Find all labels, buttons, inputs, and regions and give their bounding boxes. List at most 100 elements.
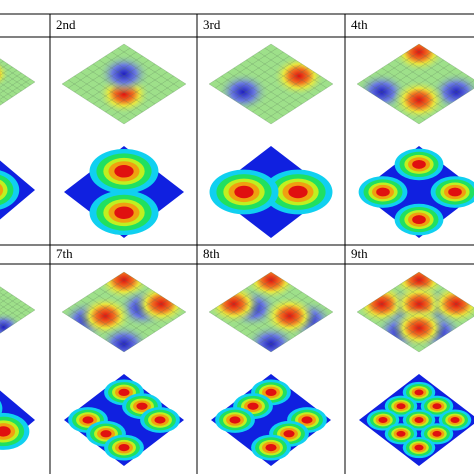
mesh-plot	[61, 43, 187, 125]
contour-plot	[359, 374, 474, 466]
mesh-line	[394, 67, 457, 109]
contour-plot	[0, 160, 35, 220]
mesh-line	[80, 299, 143, 341]
mesh-plot	[0, 286, 36, 340]
mesh-line	[68, 307, 131, 349]
contour-plot	[211, 374, 331, 466]
mesh-line	[239, 291, 303, 333]
mesh-line	[418, 316, 474, 353]
contour-band	[136, 402, 148, 410]
mesh-line	[117, 307, 180, 349]
contour-band	[114, 165, 134, 178]
mesh-line	[111, 303, 174, 345]
mesh-line	[0, 306, 31, 328]
contour-band	[414, 444, 424, 451]
mesh-line	[0, 76, 22, 92]
mesh-line	[105, 299, 168, 341]
mesh-line	[92, 63, 156, 105]
mesh-line	[270, 83, 334, 125]
contour-band	[396, 403, 406, 410]
mesh-line	[123, 83, 187, 125]
column-header: 8th	[203, 246, 220, 261]
column-header: 4th	[351, 17, 368, 32]
mesh-line	[0, 81, 36, 106]
mesh-plot	[208, 43, 334, 125]
mesh-line	[252, 299, 315, 341]
mesh-line	[0, 316, 13, 326]
mesh-line	[356, 83, 420, 125]
contour-band	[412, 215, 426, 225]
mesh-line	[0, 303, 27, 322]
mesh-line	[221, 303, 284, 345]
mesh-line	[363, 79, 426, 121]
mesh-line	[394, 295, 457, 337]
column-header: 2nd	[56, 17, 76, 32]
mesh-surface	[0, 286, 35, 334]
mesh-line	[400, 299, 463, 341]
contour-band	[0, 426, 11, 437]
mesh-line	[99, 67, 162, 109]
mesh-line	[246, 295, 309, 337]
mesh-line	[233, 295, 296, 337]
mesh-line	[387, 63, 451, 105]
contour-band	[432, 430, 442, 437]
mesh-line	[0, 69, 18, 82]
mesh-line	[412, 308, 474, 349]
mesh-line	[0, 78, 31, 100]
contour-band	[396, 430, 406, 437]
mesh-line	[74, 303, 137, 345]
contour-band	[229, 416, 241, 424]
mesh-line	[258, 75, 321, 117]
mesh-line	[246, 67, 309, 109]
mesh-line	[61, 83, 125, 125]
mesh-colors	[357, 44, 474, 120]
mesh-line	[0, 82, 18, 95]
mesh-line	[400, 71, 463, 113]
mesh-line	[406, 75, 469, 117]
mesh-line	[252, 71, 315, 113]
mesh-line	[0, 322, 9, 329]
mesh-line	[418, 88, 474, 125]
mesh-line	[215, 307, 278, 349]
contour-plot	[358, 146, 474, 238]
mesh-line	[258, 303, 321, 345]
contour-band	[265, 388, 277, 397]
mesh-line	[215, 79, 278, 121]
mesh-line	[227, 299, 290, 341]
contour-band	[118, 443, 130, 452]
contour-band	[378, 417, 388, 423]
mesh-line	[264, 79, 327, 121]
mesh-plot	[61, 271, 187, 353]
mesh-line	[208, 311, 272, 353]
mesh-line	[0, 72, 22, 88]
mesh-plot	[356, 271, 474, 353]
contour-band	[0, 183, 4, 197]
mesh-line	[123, 311, 187, 353]
mesh-line	[86, 295, 149, 337]
mesh-line	[270, 311, 334, 353]
mesh-line	[381, 67, 444, 109]
contour-band	[234, 185, 254, 199]
mesh-plot	[208, 271, 334, 353]
mesh-line	[356, 311, 420, 353]
contour-plot	[0, 390, 35, 450]
mesh-plot	[356, 43, 474, 125]
mesh-line	[99, 295, 162, 337]
contour-plot	[209, 146, 333, 238]
mesh-line	[208, 83, 272, 125]
contour-band	[0, 400, 3, 417]
mesh-line	[117, 79, 180, 121]
contour-band	[414, 417, 424, 423]
contour-band	[450, 417, 460, 423]
mesh-colors	[357, 272, 474, 352]
mesh-plot	[0, 58, 36, 106]
mesh-line	[0, 94, 9, 101]
mesh-line	[92, 291, 156, 333]
contour-band	[432, 403, 442, 410]
contour-band	[247, 402, 259, 410]
mesh-line	[0, 66, 13, 76]
contour-band	[414, 389, 424, 396]
mesh-line	[0, 309, 36, 334]
contour-band	[265, 443, 277, 452]
